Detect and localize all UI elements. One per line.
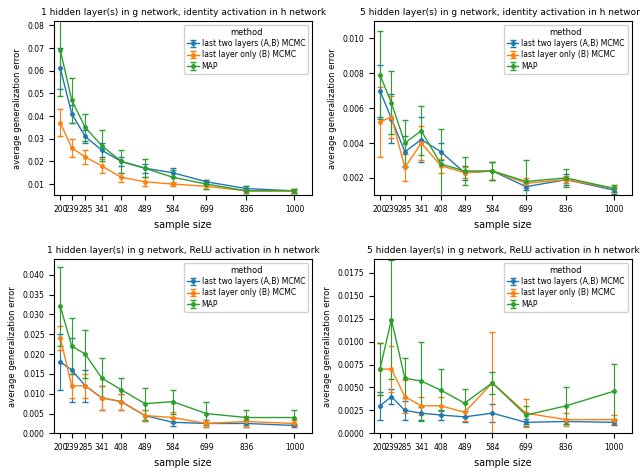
Y-axis label: average generalization error: average generalization error [13, 48, 22, 169]
Legend: last two layers (A,B) MCMC, last layer only (B) MCMC, MAP: last two layers (A,B) MCMC, last layer o… [504, 25, 628, 74]
Legend: last two layers (A,B) MCMC, last layer only (B) MCMC, MAP: last two layers (A,B) MCMC, last layer o… [184, 25, 308, 74]
Y-axis label: average generalization error: average generalization error [328, 48, 337, 169]
X-axis label: sample size: sample size [474, 457, 532, 467]
Title: 5 hidden layer(s) in g network, identity activation in h network: 5 hidden layer(s) in g network, identity… [360, 9, 640, 17]
Title: 1 hidden layer(s) in g network, identity activation in h network: 1 hidden layer(s) in g network, identity… [41, 9, 326, 17]
Y-axis label: average generalization error: average generalization error [323, 286, 332, 407]
X-axis label: sample size: sample size [154, 219, 212, 229]
X-axis label: sample size: sample size [154, 457, 212, 467]
X-axis label: sample size: sample size [474, 219, 532, 229]
Title: 5 hidden layer(s) in g network, ReLU activation in h network: 5 hidden layer(s) in g network, ReLU act… [367, 247, 639, 255]
Title: 1 hidden layer(s) in g network, ReLU activation in h network: 1 hidden layer(s) in g network, ReLU act… [47, 247, 319, 255]
Legend: last two layers (A,B) MCMC, last layer only (B) MCMC, MAP: last two layers (A,B) MCMC, last layer o… [184, 263, 308, 312]
Legend: last two layers (A,B) MCMC, last layer only (B) MCMC, MAP: last two layers (A,B) MCMC, last layer o… [504, 263, 628, 312]
Y-axis label: average generalization error: average generalization error [8, 286, 17, 407]
